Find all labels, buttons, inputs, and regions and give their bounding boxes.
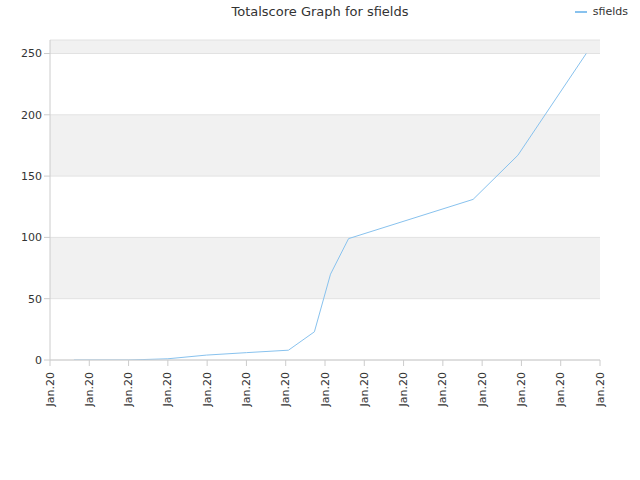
html-text:sfields: sfields	[592, 5, 628, 18]
svg-text:Jan.20: Jan.20	[240, 372, 253, 407]
svg-text:Jan.20: Jan.20	[594, 372, 607, 407]
svg-text:250: 250	[21, 47, 42, 60]
svg-text:50: 50	[28, 293, 42, 306]
svg-text:Jan.20: Jan.20	[44, 372, 57, 407]
svg-text:0: 0	[35, 354, 42, 367]
svg-text:Jan.20: Jan.20	[83, 372, 96, 407]
svg-text:Jan.20: Jan.20	[319, 372, 332, 407]
svg-text:Jan.20: Jan.20	[122, 372, 135, 407]
svg-text:100: 100	[21, 231, 42, 244]
svg-text:Jan.20: Jan.20	[279, 372, 292, 407]
svg-text:200: 200	[21, 109, 42, 122]
svg-text:Jan.20: Jan.20	[515, 372, 528, 407]
svg-text:Jan.20: Jan.20	[397, 372, 410, 407]
html-text:Totalscore Graph for sfields: Totalscore Graph for sfields	[231, 4, 409, 19]
svg-text:Jan.20: Jan.20	[161, 372, 174, 407]
svg-text:Jan.20: Jan.20	[436, 372, 449, 407]
svg-text:Jan.20: Jan.20	[358, 372, 371, 407]
svg-text:Jan.20: Jan.20	[554, 372, 567, 407]
svg-text:Jan.20: Jan.20	[201, 372, 214, 407]
svg-text:150: 150	[21, 170, 42, 183]
svg-text:Jan.20: Jan.20	[476, 372, 489, 407]
